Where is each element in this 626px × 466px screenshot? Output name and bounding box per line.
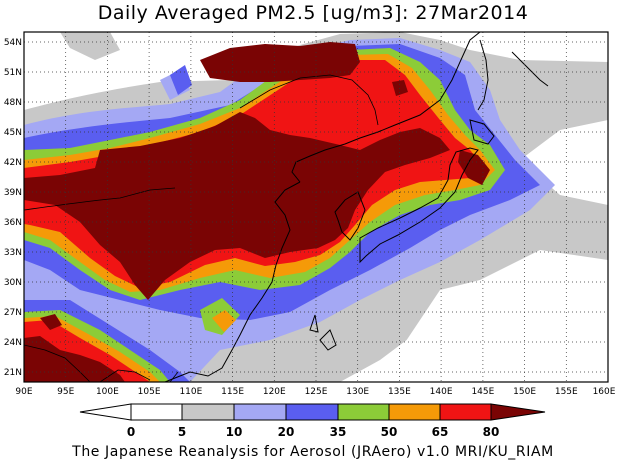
concentration-field bbox=[24, 32, 608, 382]
lon-tick-label: 95E bbox=[57, 387, 74, 397]
colorbar-label: 80 bbox=[483, 425, 500, 439]
lon-tick-label: 155E bbox=[555, 387, 578, 397]
plot-frame bbox=[23, 31, 609, 383]
lat-tick-label: 21N bbox=[4, 368, 22, 378]
colorbar-label: 35 bbox=[330, 425, 347, 439]
credit-line: The Japanese Reanalysis for Aerosol (JRA… bbox=[72, 444, 554, 460]
lon-tick-labels: 90E 95E 100E 105E 110E 115E 120E 125E 13… bbox=[15, 387, 615, 397]
colorbar-label: 65 bbox=[432, 425, 449, 439]
lon-tick-label: 140E bbox=[430, 387, 453, 397]
colorbar-segment bbox=[181, 403, 235, 421]
colorbar-segment bbox=[337, 403, 390, 421]
colorbar-arrow-low bbox=[79, 403, 132, 421]
lat-tick-label: 54N bbox=[4, 38, 22, 48]
colorbar-label: 5 bbox=[178, 425, 186, 439]
colorbar-label: 50 bbox=[381, 425, 398, 439]
colorbar-label: 0 bbox=[127, 425, 135, 439]
lat-tick-label: 45N bbox=[4, 128, 22, 138]
gridlines bbox=[24, 32, 608, 382]
colorbar-segment bbox=[439, 403, 492, 421]
lon-tick-label: 145E bbox=[471, 387, 494, 397]
colorbar-segment bbox=[130, 403, 183, 421]
lon-tick-label: 160E bbox=[593, 387, 616, 397]
lon-tick-label: 125E bbox=[305, 387, 328, 397]
lon-tick-label: 100E bbox=[96, 387, 119, 397]
colorbar: 0 5 10 20 35 50 65 80 bbox=[79, 403, 546, 439]
lat-tick-label: 33N bbox=[4, 248, 22, 258]
lat-tick-label: 42N bbox=[4, 158, 22, 168]
borders bbox=[24, 74, 379, 382]
lon-tick-label: 115E bbox=[221, 387, 244, 397]
colorbar-segment bbox=[285, 403, 339, 421]
colorbar-arrow-high bbox=[490, 403, 546, 421]
lon-tick-label: 110E bbox=[179, 387, 202, 397]
colorbar-segment bbox=[388, 403, 441, 421]
lon-tick-label: 120E bbox=[263, 387, 286, 397]
lon-tick-label: 135E bbox=[388, 387, 411, 397]
lat-tick-label: 39N bbox=[4, 188, 22, 198]
lat-tick-label: 36N bbox=[4, 218, 22, 228]
lat-tick-label: 48N bbox=[4, 98, 22, 108]
lon-tick-label: 90E bbox=[15, 387, 32, 397]
lat-tick-label: 51N bbox=[4, 68, 22, 78]
lon-tick-label: 150E bbox=[513, 387, 536, 397]
lat-tick-label: 30N bbox=[4, 278, 22, 288]
lon-tick-label: 130E bbox=[346, 387, 369, 397]
lat-tick-label: 27N bbox=[4, 308, 22, 318]
map-title: Daily Averaged PM2.5 [ug/m3]: 27Mar2014 bbox=[97, 2, 529, 24]
colorbar-label: 10 bbox=[226, 425, 243, 439]
lon-tick-label: 105E bbox=[138, 387, 161, 397]
colorbar-label: 20 bbox=[278, 425, 295, 439]
coastlines bbox=[164, 32, 549, 382]
colorbar-segment bbox=[233, 403, 287, 421]
lat-tick-label: 24N bbox=[4, 338, 22, 348]
lat-tick-labels: 54N 51N 48N 45N 42N 39N 36N 33N 30N 27N … bbox=[4, 38, 22, 378]
